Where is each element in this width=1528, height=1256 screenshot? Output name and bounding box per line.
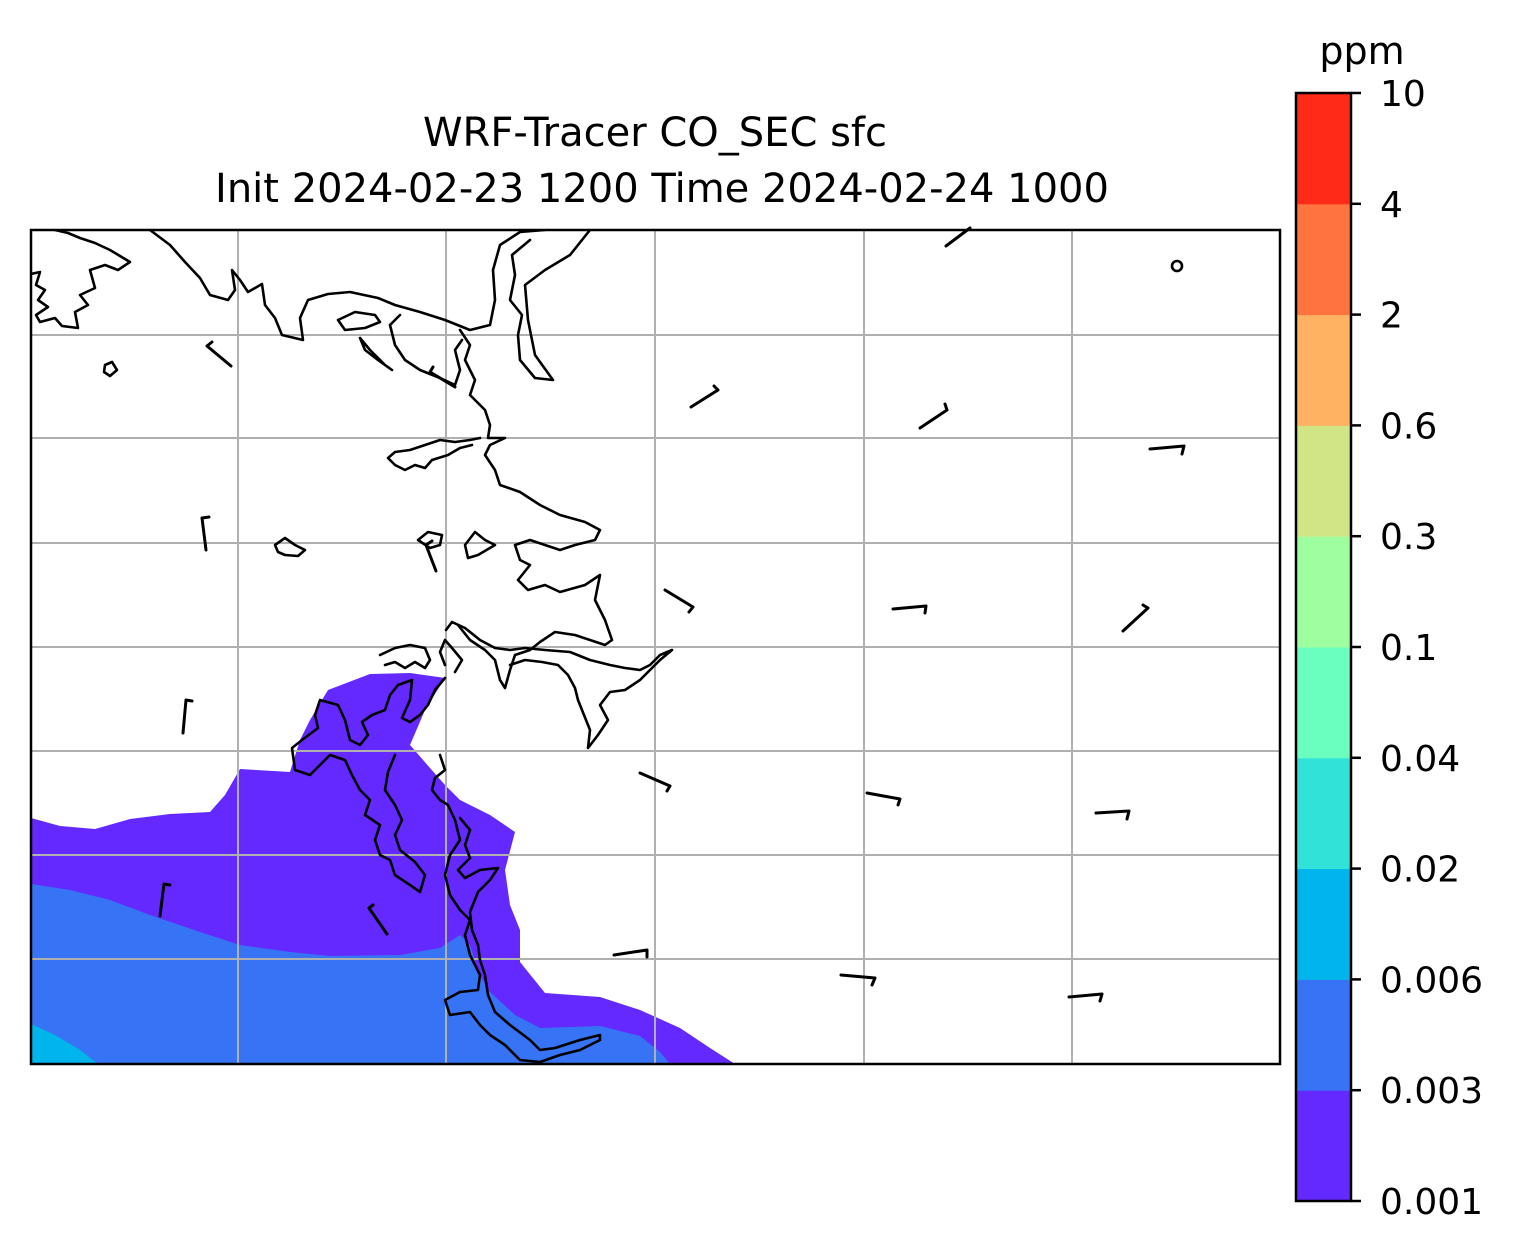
- colorbar-segment: [1296, 979, 1351, 1091]
- colorbar-segment: [1296, 868, 1351, 980]
- wind-barb: [839, 973, 877, 987]
- wind-barb: [1121, 603, 1150, 633]
- wind-barb: [181, 698, 194, 735]
- coastline-island-e: [273, 536, 307, 558]
- map-panel: [29, 226, 1282, 1066]
- colorbar-segments: [1296, 93, 1351, 1202]
- colorbar-segment: [1296, 425, 1351, 537]
- colorbar-tick-label: 2: [1380, 296, 1403, 337]
- colorbar-segment: [1296, 536, 1351, 648]
- coastline-south-islands: [290, 676, 447, 894]
- coastline-inlet: [456, 328, 614, 690]
- filled-contours: [31, 673, 735, 1064]
- map-frame: [29, 228, 1282, 1066]
- contour-fill-2: [31, 1024, 98, 1064]
- wind-barb: [638, 771, 672, 793]
- coastline-island-d: [1170, 259, 1184, 273]
- map-title-line2: Init 2024-02-23 1200 Time 2024-02-24 100…: [215, 166, 1109, 212]
- coastline-southeast: [430, 753, 602, 1064]
- colorbar: ppm 0.001 0.003 0.006 0.02 0.04 0.1 0.3 0.6 2 4 10: [1294, 29, 1483, 1223]
- colorbar-tick-label: 0.3: [1380, 517, 1437, 558]
- colorbar-frame: [1294, 91, 1353, 1203]
- colorbar-segment: [1296, 1090, 1351, 1202]
- colorbar-tick-label: 0.6: [1380, 406, 1437, 447]
- colorbar-ticks: 0.001 0.003 0.006 0.02 0.04 0.1 0.3 0.6 2 4 10: [1351, 74, 1483, 1223]
- coastline-north: [148, 230, 547, 342]
- coastline-northwest: [31, 230, 132, 330]
- coastline-north-east-spit-b: [378, 643, 432, 670]
- coastline-north-east-spit: [438, 638, 464, 674]
- wind-barb: [865, 791, 902, 807]
- colorbar-tick-label: 0.1: [1380, 628, 1437, 669]
- colorbar-segment: [1296, 647, 1351, 759]
- wind-barb: [612, 948, 649, 959]
- colorbar-segment: [1296, 314, 1351, 426]
- colorbar-tick-label: 0.001: [1380, 1182, 1483, 1223]
- colorbar-units: ppm: [1319, 29, 1404, 73]
- wind-barb: [663, 588, 695, 614]
- wind-barb: [200, 515, 211, 552]
- colorbar-tick-label: 0.02: [1380, 850, 1460, 891]
- coastline-island-b: [358, 336, 394, 372]
- coastline-island-a: [336, 310, 382, 332]
- wind-barb: [1148, 444, 1186, 456]
- wind-barb: [1094, 809, 1131, 821]
- wind-barb: [918, 402, 949, 430]
- colorbar-segment: [1296, 757, 1351, 870]
- wind-barb: [205, 340, 233, 368]
- colorbar-tick-label: 0.003: [1380, 1071, 1483, 1112]
- wind-barb: [424, 539, 438, 573]
- coastlines: [31, 230, 1184, 1064]
- coastline-peninsula: [388, 313, 464, 387]
- colorbar-tick-label: 4: [1380, 185, 1403, 226]
- colorbar-tick-label: 0.006: [1380, 960, 1483, 1001]
- coastline-island-c: [102, 360, 119, 378]
- colorbar-segment: [1296, 93, 1351, 205]
- coastline-island-g: [463, 530, 497, 560]
- coastline-central: [444, 620, 674, 750]
- wind-barbs: [158, 226, 1186, 1003]
- wind-barb: [689, 384, 720, 409]
- wind-barb: [1067, 992, 1104, 1003]
- colorbar-tick-label: 0.04: [1380, 739, 1460, 780]
- colorbar-tick-label: 10: [1380, 74, 1426, 115]
- map-title-line1: WRF-Tracer CO_SEC sfc: [423, 110, 887, 156]
- gridlines: [31, 230, 1280, 1064]
- wind-barb: [428, 365, 457, 389]
- wind-barb: [158, 882, 172, 918]
- wind-barb: [367, 903, 389, 936]
- coastline-fjord: [508, 230, 592, 382]
- contour-fill-1: [31, 884, 670, 1064]
- wind-barb: [891, 604, 928, 615]
- coastline-bay: [386, 436, 482, 472]
- colorbar-segment: [1296, 203, 1351, 316]
